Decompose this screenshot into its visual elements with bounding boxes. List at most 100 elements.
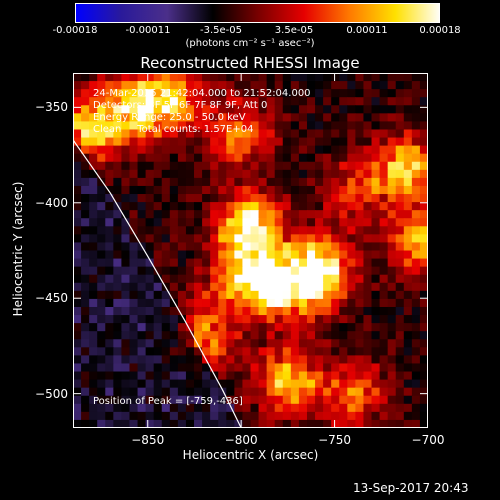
- heatmap-cell: [266, 129, 276, 139]
- heatmap-cell: [226, 403, 235, 413]
- heatmap-cell: [266, 403, 276, 413]
- heatmap-cell: [105, 153, 114, 163]
- heatmap-cell: [419, 137, 428, 147]
- heatmap-cell: [202, 89, 211, 98]
- heatmap-cell: [347, 250, 356, 260]
- heatmap-cell: [234, 282, 244, 292]
- heatmap-cell: [169, 81, 179, 90]
- heatmap-cell: [258, 306, 268, 316]
- heatmap-cell: [419, 258, 428, 268]
- heatmap-cell: [121, 379, 131, 389]
- heatmap-cell: [363, 258, 373, 268]
- heatmap-cell: [145, 395, 155, 405]
- heatmap-cell: [306, 387, 316, 397]
- heatmap-cell: [129, 298, 139, 308]
- heatmap-cell: [347, 323, 356, 332]
- heatmap-cell: [355, 339, 365, 348]
- heatmap-cell: [121, 371, 131, 381]
- heatmap-cell: [169, 73, 179, 82]
- heatmap-cell: [234, 137, 244, 147]
- heatmap-cell: [339, 395, 348, 405]
- heatmap-cell: [137, 395, 147, 405]
- heatmap-cell: [105, 161, 114, 171]
- heatmap-cell: [153, 153, 163, 163]
- heatmap-cell: [105, 250, 114, 260]
- heatmap-cell: [403, 153, 413, 163]
- heatmap-cell: [347, 161, 356, 171]
- heatmap-cell: [210, 274, 219, 284]
- heatmap-cell: [89, 363, 98, 373]
- heatmap-cell: [89, 274, 98, 284]
- heatmap-cell: [73, 411, 82, 421]
- heatmap-cell: [105, 89, 114, 98]
- heatmap-cell: [371, 363, 381, 373]
- heatmap-cell: [315, 379, 324, 389]
- heatmap-cell: [145, 89, 155, 98]
- heatmap-cell: [290, 153, 300, 163]
- heatmap-cell: [331, 105, 340, 114]
- heatmap-cell: [242, 298, 252, 308]
- heatmap-cell: [218, 169, 227, 179]
- heatmap-cell: [250, 403, 260, 413]
- heatmap-cell: [250, 290, 260, 300]
- heatmap-cell: [97, 242, 106, 252]
- heatmap-cell: [371, 81, 381, 90]
- heatmap-cell: [290, 121, 300, 131]
- heatmap-cell: [177, 355, 187, 365]
- heatmap-cell: [89, 153, 98, 163]
- heatmap-cell: [347, 306, 356, 316]
- heatmap-cell: [210, 395, 219, 405]
- heatmap-cell: [363, 290, 373, 300]
- heatmap-cell: [145, 250, 155, 260]
- heatmap-cell: [290, 97, 300, 106]
- heatmap-cell: [161, 113, 171, 123]
- heatmap-cell: [371, 395, 381, 405]
- heatmap-cell: [73, 218, 82, 227]
- heatmap-cell: [89, 169, 98, 179]
- heatmap-cell: [331, 347, 340, 356]
- heatmap-cell: [242, 185, 252, 195]
- heatmap-cell: [113, 105, 123, 114]
- heatmap-cell: [282, 194, 292, 203]
- heatmap-cell: [290, 113, 300, 123]
- heatmap-cell: [379, 355, 389, 365]
- heatmap-cell: [395, 113, 405, 123]
- heatmap-cell: [129, 194, 139, 203]
- heatmap-cell: [411, 169, 421, 179]
- heatmap-cell: [81, 387, 90, 397]
- heatmap-cell: [331, 274, 340, 284]
- heatmap-cell: [234, 202, 244, 211]
- heatmap-cell: [202, 194, 211, 203]
- heatmap-cell: [177, 258, 187, 268]
- heatmap-cell: [81, 97, 90, 106]
- heatmap-cell: [121, 89, 131, 98]
- heatmap-cell: [137, 137, 147, 147]
- heatmap-cell: [97, 210, 106, 219]
- heatmap-cell: [169, 210, 179, 219]
- heatmap-cell: [306, 202, 316, 211]
- heatmap-cell: [89, 379, 98, 389]
- heatmap-cell: [339, 306, 348, 316]
- heatmap-cell: [250, 371, 260, 381]
- heatmap-cell: [411, 379, 421, 389]
- heatmap-cell: [347, 226, 356, 235]
- heatmap-cell: [250, 218, 260, 227]
- heatmap-cell: [129, 347, 139, 356]
- heatmap-cell: [323, 298, 332, 308]
- heatmap-cell: [266, 242, 276, 252]
- heatmap-cell: [161, 315, 171, 324]
- heatmap-cell: [81, 169, 90, 179]
- heatmap-cell: [403, 97, 413, 106]
- heatmap-cell: [419, 161, 428, 171]
- heatmap-cell: [355, 403, 365, 413]
- heatmap-cell: [250, 226, 260, 235]
- heatmap-cell: [81, 145, 90, 155]
- heatmap-cell: [73, 315, 82, 324]
- heatmap-cell: [218, 323, 227, 332]
- heatmap-cell: [315, 306, 324, 316]
- heatmap-cell: [387, 266, 397, 276]
- heatmap-cell: [339, 290, 348, 300]
- heatmap-cell: [379, 137, 389, 147]
- heatmap-cell: [202, 403, 211, 413]
- heatmap-cell: [194, 250, 203, 260]
